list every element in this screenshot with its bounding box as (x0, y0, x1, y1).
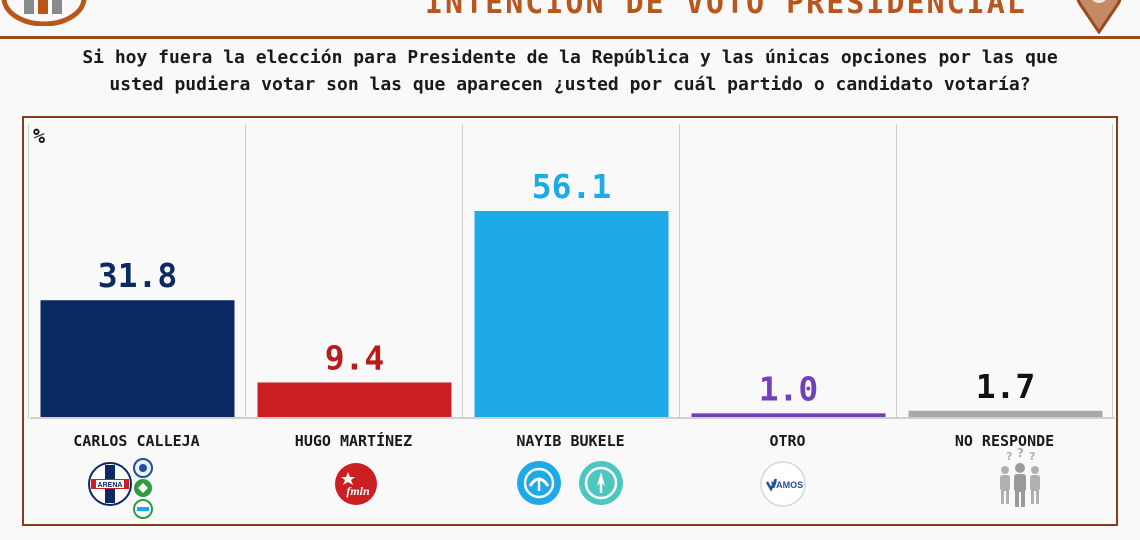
column-divider (1112, 124, 1113, 419)
bar-no-responde (908, 410, 1103, 417)
svg-text:?: ? (1006, 450, 1012, 463)
vamos-text: VAMOS (771, 480, 803, 490)
category-label-carlos-calleja: CARLOS CALLEJA (73, 432, 200, 450)
header: INTENCIÓN DE VOTO PRESIDENCIAL (0, 0, 1140, 38)
category-label-nayib-bukele: NAYIB BUKELE (516, 432, 625, 450)
svg-text:?: ? (1029, 450, 1035, 463)
column-divider (245, 124, 246, 419)
people-question-icon: ? ? ? (1000, 448, 1040, 507)
column-divider (462, 124, 463, 419)
bar-hugo-martinez (257, 382, 452, 417)
survey-question: Si hoy fuera la elección para Presidente… (30, 44, 1110, 98)
vamos-icon: VAMOS (760, 461, 806, 507)
value-label-carlos-calleja: 31.8 (98, 256, 177, 295)
question-line-2: usted pudiera votar son las que aparecen… (109, 74, 1031, 95)
value-label-hugo-martinez: 9.4 (325, 338, 385, 377)
arena-icon: ARENA (88, 462, 132, 506)
brand-logo-icon (1, 0, 87, 26)
column-divider (679, 124, 680, 419)
pcn-icon (133, 458, 153, 478)
bar-otro (691, 413, 886, 417)
question-line-1: Si hoy fuera la elección para Presidente… (82, 47, 1058, 68)
value-label-otro: 1.0 (759, 369, 819, 408)
column-divider (28, 124, 29, 419)
category-label-otro: OTRO (769, 432, 806, 450)
democracia-salvadorena-icon (133, 499, 153, 519)
value-label-nayib-bukele: 56.1 (532, 167, 611, 206)
y-axis-unit-label: % (33, 124, 46, 148)
fmln-icon: fmln (335, 463, 377, 505)
pdc-icon (134, 479, 152, 497)
arena-text: ARENA (98, 482, 123, 489)
bar-carlos-calleja (40, 300, 235, 417)
nuevas-ideas-icon (579, 461, 623, 505)
page-title: INTENCIÓN DE VOTO PRESIDENCIAL (425, 0, 1027, 21)
fmln-text: fmln (346, 484, 370, 498)
gana-icon (517, 461, 561, 505)
category-label-no-responde: NO RESPONDE (954, 432, 1055, 450)
chart-baseline (30, 417, 1115, 419)
value-label-no-responde: 1.7 (976, 367, 1036, 406)
column-divider (896, 124, 897, 419)
bar-nayib-bukele (474, 211, 669, 417)
category-label-hugo-martinez: HUGO MARTÍNEZ (294, 432, 413, 450)
header-divider (0, 36, 1140, 39)
svg-text:?: ? (1017, 448, 1024, 460)
location-pin-icon (1076, 0, 1122, 34)
